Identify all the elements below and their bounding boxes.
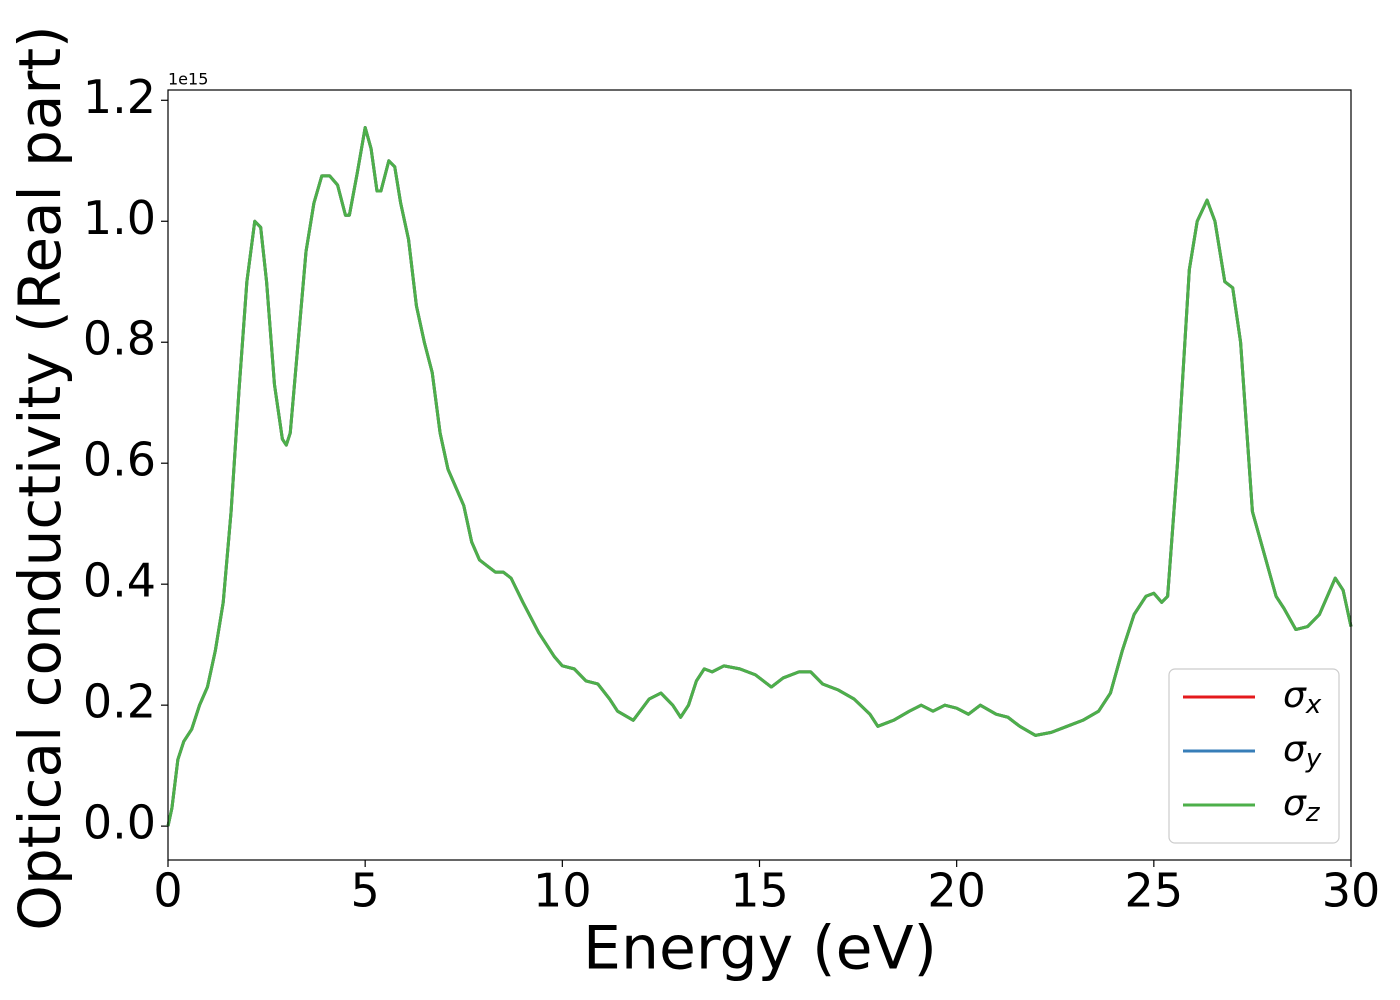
legend-label: σx [1283,675,1322,720]
y-tick-label: 0.2 [83,675,156,729]
legend-label: σy [1283,729,1322,774]
y-tick-label: 0.8 [83,312,156,366]
y-tick-label: 0.6 [83,433,156,487]
legend-label: σz [1283,783,1321,828]
x-tick-label: 15 [730,864,789,918]
legend-box [1168,668,1340,844]
plot-frame [167,89,1352,861]
y-tick-label: 1.0 [83,191,156,245]
y-tick-label: 0.4 [83,554,156,608]
y-axis-label: Optical conductivity (Real part) [6,25,74,930]
x-axis-label: Energy (eV) [583,914,937,984]
x-tick-label: 20 [927,864,986,918]
y-tick-label: 0.0 [83,796,156,850]
x-tick-label: 30 [1322,864,1381,918]
x-tick-label: 10 [533,864,592,918]
x-tick-label: 0 [153,864,182,918]
data-line [166,126,1353,827]
x-tick-label: 5 [351,864,380,918]
offset-text: 1e15 [168,70,208,89]
x-tick-label: 25 [1125,864,1184,918]
y-tick-label: 1.2 [83,70,156,124]
